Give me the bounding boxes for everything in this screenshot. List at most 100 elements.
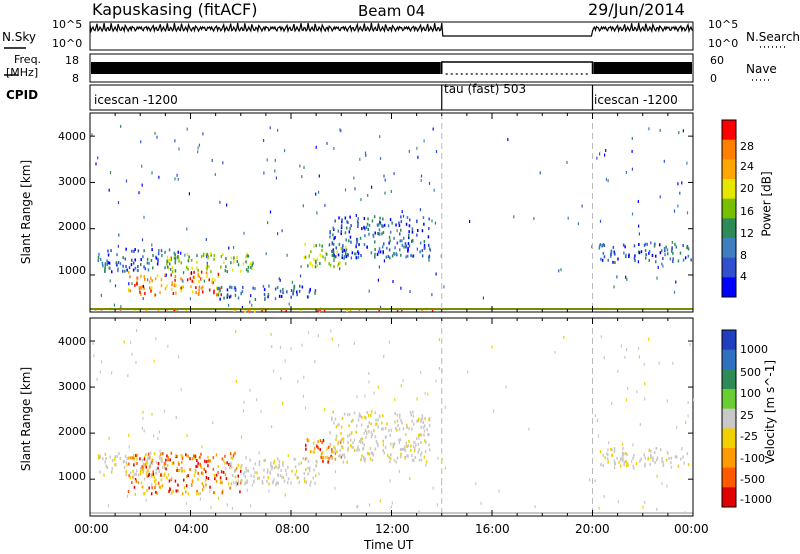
power-cell: [174, 258, 177, 262]
velocity-cell: [157, 466, 159, 470]
velocity-cell: [176, 466, 179, 470]
power-cell: [142, 255, 144, 259]
velocity-scatter: [693, 398, 695, 402]
velocity-cell: [618, 460, 620, 464]
power-scatter: [233, 246, 235, 249]
power-scatter: [113, 303, 115, 307]
velocity-cell: [175, 454, 177, 458]
velocity-cell: [352, 445, 354, 449]
power-cell: [329, 235, 331, 239]
power-cell: [666, 248, 669, 252]
power-cell: [350, 240, 352, 244]
velocity-cell: [346, 460, 348, 464]
power-scatter: [279, 278, 281, 282]
velocity-cell: [126, 463, 128, 467]
power-cell: [232, 261, 235, 265]
power-cell: [378, 247, 381, 251]
power-cell: [675, 245, 677, 249]
velocity-scatter: [563, 335, 565, 339]
power-cell: [314, 289, 317, 293]
velocity-colorbar-swatch: [722, 389, 736, 410]
velocity-scatter: [360, 414, 362, 418]
velocity-scatter: [135, 361, 137, 364]
cpid-panel-frame: [89, 84, 694, 111]
power-cell: [372, 233, 374, 237]
power-cell: [387, 255, 390, 258]
power-scatter: [354, 187, 356, 191]
power-cell: [342, 244, 344, 248]
velocity-cell: [165, 458, 167, 462]
velocity-scatter: [314, 360, 316, 364]
power-scatter: [228, 303, 230, 307]
velocity-cell: [200, 452, 202, 456]
velocity-cell: [428, 424, 431, 428]
velocity-cell: [394, 420, 396, 424]
power-scatter: [165, 273, 167, 277]
power-scatter: [350, 256, 352, 260]
velocity-cell: [221, 457, 224, 461]
velocity-cell: [370, 422, 372, 426]
velocity-scatter: [648, 337, 650, 341]
power-cell: [423, 243, 426, 247]
power-scatter: [174, 139, 176, 143]
power-cell: [411, 230, 414, 234]
power-cell: [345, 245, 347, 249]
velocity-cell: [314, 474, 317, 478]
power-cell: [379, 220, 381, 224]
velocity-cell: [153, 479, 156, 483]
velocity-cell: [309, 450, 312, 453]
power-cell: [398, 221, 400, 225]
velocity-colorbar-swatch: [722, 408, 736, 429]
power-scatter: [625, 275, 627, 279]
velocity-cell: [320, 452, 323, 456]
velocity-cell: [334, 450, 336, 454]
power-cell: [399, 232, 401, 236]
power-cell: [428, 256, 430, 260]
power-cell: [116, 263, 118, 267]
velocity-scatter: [400, 384, 402, 388]
power-cell: [600, 257, 602, 261]
velocity-cell: [183, 486, 186, 490]
velocity-cell: [217, 471, 219, 474]
velocity-cell: [649, 462, 651, 466]
velocity-cell: [389, 434, 391, 438]
velocity-cell: [313, 468, 315, 472]
velocity-cell: [393, 442, 396, 446]
velocity-cell: [134, 478, 137, 481]
power-cell: [671, 246, 673, 250]
velocity-cell: [202, 485, 205, 489]
velocity-cell: [145, 465, 147, 469]
power-cell: [119, 262, 122, 266]
velocity-cell: [370, 435, 373, 439]
power-cell: [252, 286, 254, 290]
power-cell: [166, 284, 168, 288]
velocity-cell: [247, 469, 250, 473]
velocity-cell: [172, 461, 175, 465]
power-scatter: [243, 231, 245, 235]
power-cbar-tick-16: 16: [740, 205, 754, 218]
power-cell: [612, 260, 614, 264]
power-cell: [368, 223, 371, 227]
power-cell: [419, 241, 422, 245]
power-cell: [237, 296, 240, 300]
power-cell: [617, 257, 619, 261]
velocity-cell: [392, 445, 394, 449]
power-cell: [251, 267, 253, 271]
velocity-cell: [244, 482, 246, 486]
power-cell: [612, 245, 615, 249]
power-cell: [193, 275, 196, 279]
power-scatter: [432, 127, 434, 131]
velocity-scatter: [175, 416, 177, 419]
power-cell: [366, 222, 369, 226]
velocity-cell: [352, 441, 354, 445]
power-scatter: [182, 280, 184, 283]
velocity-cell: [625, 464, 628, 468]
velocity-cell: [281, 475, 283, 479]
power-cell: [331, 254, 334, 257]
power-scatter: [435, 272, 437, 276]
velocity-cell: [140, 466, 142, 470]
power-cell: [249, 262, 252, 266]
xtick-2400: 00:00: [674, 522, 709, 536]
velocity-cell: [396, 428, 398, 432]
power-cell: [180, 286, 183, 290]
